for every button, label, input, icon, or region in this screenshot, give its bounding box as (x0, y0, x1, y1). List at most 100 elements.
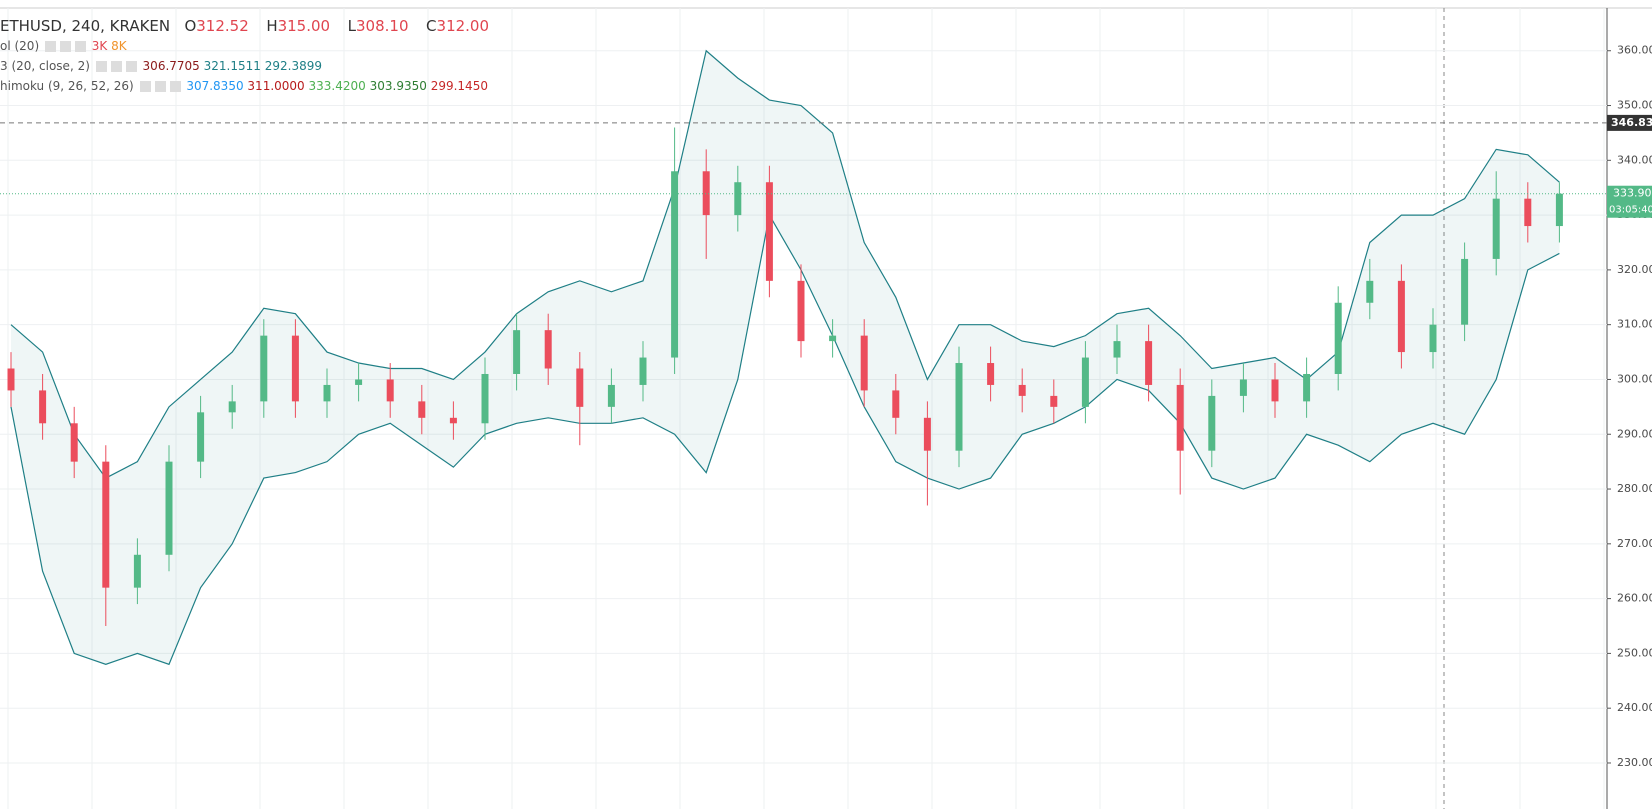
candle-body (1366, 280, 1374, 303)
candle-body (1113, 341, 1121, 358)
candle-body (1303, 373, 1311, 402)
candle-body (1271, 379, 1279, 402)
candle-body (671, 171, 679, 358)
ohlc-key: H (266, 17, 278, 35)
candle-body (860, 335, 868, 391)
band-fill (11, 50, 1560, 665)
y-tick-label: 230.00 (1617, 756, 1652, 769)
ohlc-key: O (184, 17, 197, 35)
legend: ETHUSD, 240, KRAKEN O312.52 H315.00 L308… (0, 16, 507, 96)
candle-body (639, 357, 647, 385)
price-tag-label: 346.83 (1611, 116, 1652, 129)
candle-body (1145, 341, 1153, 385)
icon[interactable] (169, 81, 181, 92)
y-tick-label: 340.00 (1617, 153, 1652, 166)
ohlc-value: 312.52 (196, 17, 249, 35)
candle-body (829, 335, 837, 342)
indicator-value: 311.0000 (247, 79, 305, 93)
icon[interactable] (110, 61, 122, 72)
y-tick-label: 350.00 (1617, 99, 1652, 112)
ohlc: O312.52 H315.00 L308.10 C312.00 (184, 17, 506, 35)
indicator-value: 307.8350 (186, 79, 244, 93)
candle-body (197, 412, 205, 462)
candle-body (607, 384, 615, 407)
candle-body (734, 182, 742, 216)
y-tick-label: 250.00 (1617, 646, 1652, 659)
candle-body (260, 335, 268, 402)
legend-row: 3 (20, close, 2) 306.7705 321.1511 292.3… (0, 56, 507, 76)
symbol: ETHUSD, 240, KRAKEN (0, 17, 171, 35)
indicator-value: 8K (111, 39, 127, 53)
ohlc-key: L (347, 17, 356, 35)
icon[interactable] (59, 41, 71, 52)
y-tick-label: 300.00 (1617, 372, 1652, 385)
icon[interactable] (95, 61, 107, 72)
indicator-name: 3 (20, close, 2) (0, 59, 90, 73)
indicator-value: 3K (91, 39, 108, 53)
candle-body (481, 373, 489, 424)
candle-body (1524, 198, 1532, 227)
candle-body (1461, 258, 1469, 325)
candle-body (923, 417, 931, 451)
candle-body (1239, 379, 1247, 396)
candle-body (70, 423, 78, 462)
y-tick-label: 240.00 (1617, 701, 1652, 714)
y-tick-label: 260.00 (1617, 592, 1652, 605)
candle-body (291, 335, 299, 402)
y-tick-label: 290.00 (1617, 427, 1652, 440)
icon[interactable] (139, 81, 151, 92)
candle-body (892, 390, 900, 418)
candle-body (765, 182, 773, 281)
icon[interactable] (125, 61, 137, 72)
y-tick-label: 310.00 (1617, 318, 1652, 331)
candle-body (513, 330, 521, 374)
candle-body (1018, 384, 1026, 396)
candle-body (955, 363, 963, 451)
candle-body (133, 554, 141, 588)
candle-body (323, 384, 331, 402)
y-tick-label: 320.00 (1617, 263, 1652, 276)
price-tag (1607, 185, 1652, 218)
indicator-value: 333.4200 (308, 79, 366, 93)
y-tick-label: 270.00 (1617, 537, 1652, 550)
legend-row: himoku (9, 26, 52, 26) 307.8350 311.0000… (0, 76, 507, 96)
ohlc-key: C (426, 17, 437, 35)
candle-body (228, 401, 236, 413)
icon[interactable] (44, 41, 56, 52)
band-line (10, 213, 1560, 666)
candle-body (1492, 198, 1500, 259)
price-tag (1607, 114, 1652, 131)
candle-body (1555, 193, 1563, 227)
legend-row: ol (20) 3K 8K (0, 36, 507, 56)
candle-body (418, 401, 426, 418)
ohlc-value: 312.00 (436, 17, 490, 35)
indicator-value: 292.3899 (264, 59, 322, 73)
indicator-name: ol (20) (0, 39, 40, 53)
candle-body (355, 379, 363, 385)
candle-body (1334, 302, 1342, 374)
candle-body (39, 390, 47, 424)
candle-body (987, 363, 995, 385)
ohlc-value: 315.00 (277, 17, 331, 35)
band-line (10, 49, 1560, 479)
candle-body (1397, 280, 1405, 353)
price-tag-label: 333.90 (1613, 187, 1652, 200)
candle-body (1208, 395, 1216, 451)
candle-body (1429, 324, 1437, 353)
candle-body (544, 330, 552, 369)
y-tick-label: 280.00 (1617, 482, 1652, 495)
indicator-name: himoku (9, 26, 52, 26) (0, 79, 134, 93)
candle-body (1176, 384, 1184, 451)
ohlc-value: 308.10 (356, 17, 409, 35)
icon[interactable] (74, 41, 86, 52)
candle-body (1081, 357, 1089, 407)
indicator-value: 299.1450 (430, 79, 488, 93)
candle-body (797, 280, 805, 342)
candle-body (449, 417, 457, 424)
icon[interactable] (154, 81, 166, 92)
candle-body (702, 171, 710, 216)
indicator-value: 321.1511 (203, 59, 261, 73)
candle-body (386, 379, 394, 402)
